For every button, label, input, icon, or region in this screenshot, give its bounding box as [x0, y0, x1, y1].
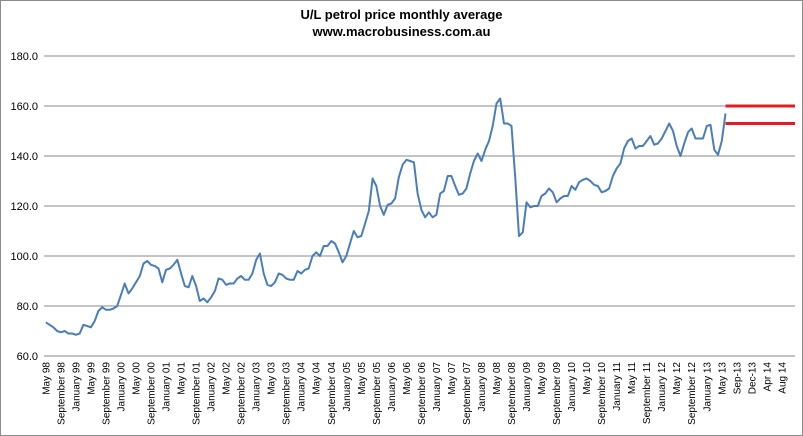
x-tick-label: May 13	[717, 362, 728, 395]
x-tick-label: January 06	[387, 362, 398, 412]
x-tick-label: September 98	[56, 362, 67, 425]
chart-title-block: U/L petrol price monthly average www.mac…	[0, 6, 803, 40]
x-tick-label: January 11	[612, 362, 623, 411]
series-group	[45, 97, 727, 336]
x-tick-label: September 99	[101, 362, 112, 425]
x-tick-label: May 07	[447, 362, 458, 395]
series-line	[45, 97, 727, 336]
x-tick-label: January 99	[71, 362, 82, 412]
x-tick-label: January 13	[702, 362, 713, 412]
y-tick-label: 120.0	[10, 201, 38, 213]
x-tick-label: September 03	[282, 362, 293, 425]
gridlines	[44, 55, 795, 307]
x-tick-label: September 02	[237, 362, 248, 425]
x-tick-label: May 05	[357, 362, 368, 395]
y-tick-label: 100.0	[10, 251, 38, 263]
x-tick-label: January 12	[657, 362, 668, 412]
x-tick-label: May 99	[86, 362, 97, 395]
x-tick-label: January 07	[432, 362, 443, 412]
x-tick-label: September 01	[192, 362, 203, 425]
x-tick-label: May 98	[41, 362, 52, 395]
y-tick-label: 180.0	[10, 51, 38, 63]
reference-lines	[725, 104, 795, 125]
x-tick-label: September 04	[327, 362, 338, 425]
x-tick-label: January 04	[297, 362, 308, 412]
y-tick-label: 60.0	[17, 351, 38, 363]
x-tick-label: September 05	[372, 362, 383, 425]
x-tick-label: May 08	[492, 362, 503, 395]
x-tick-label: Aug 14	[777, 362, 788, 394]
x-tick-label: May 11	[627, 362, 638, 394]
y-tick-label: 160.0	[10, 101, 38, 113]
x-tick-label: January 09	[522, 362, 533, 412]
x-tick-label: May 02	[222, 362, 233, 395]
x-tick-label: May 03	[267, 362, 278, 395]
x-tick-label: January 08	[477, 362, 488, 412]
x-tick-label: September 06	[417, 362, 428, 425]
x-tick-label: September 00	[147, 362, 158, 425]
x-tick-label: September 12	[687, 362, 698, 425]
x-tick-label: September 10	[597, 362, 608, 425]
x-tick-label: January 02	[207, 362, 218, 412]
x-tick-label: January 00	[116, 362, 127, 412]
x-tick-label: Apr 14	[762, 362, 773, 392]
x-tick-label: May 09	[537, 362, 548, 395]
x-tick-label: January 03	[252, 362, 263, 412]
y-tick-label: 80.0	[17, 301, 38, 313]
chart-subtitle: www.macrobusiness.com.au	[312, 24, 491, 39]
x-tick-label: January 01	[162, 362, 173, 412]
x-tick-label: September 07	[462, 362, 473, 425]
x-tick-label: January 05	[342, 362, 353, 412]
x-axis-ticks: May 98 September 98 January 99 May 99 Septem…	[41, 362, 788, 425]
x-tick-label: May 01	[177, 362, 188, 395]
x-tick-label: January 10	[567, 362, 578, 412]
x-tick-label: September 11	[642, 362, 653, 425]
y-tick-label: 140.0	[10, 151, 38, 163]
x-tick-label: May 12	[672, 362, 683, 395]
x-tick-label: Dec-13	[747, 362, 758, 395]
x-tick-label: Sep-13	[732, 362, 743, 395]
x-tick-label: September 09	[552, 362, 563, 425]
x-tick-label: May 10	[582, 362, 593, 395]
x-tick-label: September 08	[507, 362, 518, 425]
x-tick-label: May 04	[312, 362, 323, 395]
x-tick-label: May 06	[402, 362, 413, 395]
chart-title: U/L petrol price monthly average	[300, 7, 503, 22]
y-axis-ticks: 60.0 80.0 100.0 120.0 140.0 160.0 180.0	[10, 51, 38, 363]
x-tick-label: May 00	[131, 362, 142, 395]
